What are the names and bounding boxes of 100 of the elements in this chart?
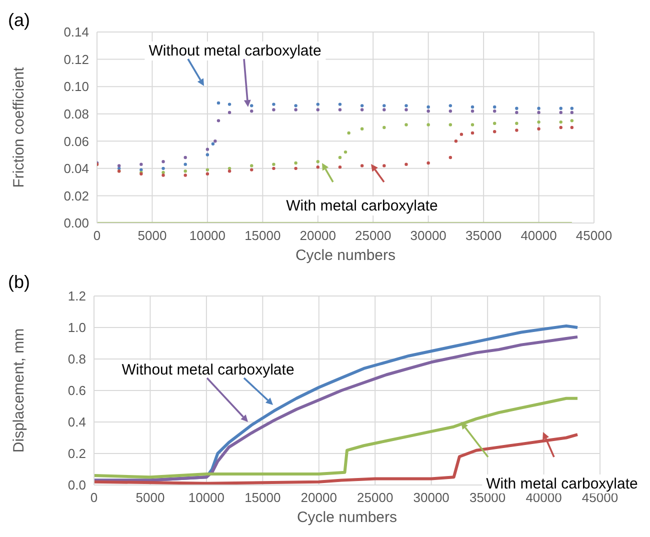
point [250,104,254,108]
point [515,122,518,126]
y-tick-label: 0.12 [64,52,89,67]
point [537,120,540,124]
chart-title: (b) [8,272,30,293]
point [470,110,474,113]
point [184,174,187,177]
point [470,105,474,109]
point [570,106,574,110]
point [162,174,165,177]
x-tick-label: 35000 [465,228,502,244]
point [294,166,298,170]
x-tick-label: 45000 [576,228,612,244]
x-tick-label: 15000 [244,228,281,244]
x-tick-label: 30000 [413,490,450,506]
x-tick-label: 40000 [520,228,557,244]
annotation: Without metal carboxylate [144,42,326,60]
x-tick-label: 10000 [188,490,225,506]
x-tick-label: 15000 [244,490,281,506]
point [272,162,276,166]
point [162,160,165,164]
point [140,168,143,172]
point [404,108,408,112]
point [294,108,298,112]
y-tick-label: 0.6 [68,383,86,398]
chart-title: (a) [8,10,30,31]
x-tick-label: 0 [93,228,101,244]
point [360,127,364,130]
point [559,110,562,114]
point [426,123,430,126]
point [448,110,452,113]
point [250,164,254,168]
point [493,110,496,113]
point [162,166,165,170]
point [184,170,187,173]
point [140,162,143,166]
point [250,168,254,172]
point [316,102,320,106]
point [316,108,320,112]
point [206,153,210,156]
x-tick-label: 30000 [410,228,446,244]
point [216,101,220,105]
point [426,110,430,113]
y-tick-label: 0.4 [68,414,86,430]
y-tick-label: 0.10 [64,79,89,94]
y-tick-label: 0.00 [64,216,89,231]
x-axis-title: Cycle numbers [294,247,397,264]
point [470,131,474,135]
point [272,102,276,106]
point [228,110,232,114]
point [570,110,574,114]
annotation: Without metal carboxylate [118,360,298,380]
x-tick-label: 5000 [136,490,165,506]
y-tick-label: 0.0 [68,478,86,493]
point [454,140,458,143]
line-series [94,396,580,479]
point [272,108,276,112]
y-tick-label: 0.2 [68,446,86,462]
point [382,164,386,168]
point [493,105,496,109]
y-tick-label: 0.08 [64,106,89,122]
point [250,110,254,113]
point [559,120,562,124]
y-axis-title: Friction coefficient [10,66,28,188]
annotation: With metal carboxylate [282,196,442,216]
y-tick-label: 0.06 [64,134,89,149]
point [338,156,342,160]
point [184,156,187,160]
x-tick-label: 25000 [357,490,394,506]
point [338,165,342,169]
annotation: With metal carboxylate [482,474,642,494]
point [206,172,210,176]
point [515,128,518,132]
y-axis-title: Displacement, mm [10,328,28,453]
point [470,123,474,126]
y-tick-label: 0.04 [64,161,89,176]
point [347,131,350,135]
point [316,160,320,164]
point [559,106,562,110]
point [382,108,386,112]
x-tick-label: 20000 [300,490,337,506]
x-axis-title: Cycle numbers [296,509,398,526]
y-tick-label: 0.02 [64,188,89,204]
point [515,106,518,110]
y-tick-label: 0.8 [68,352,86,367]
point [228,102,232,106]
point [404,123,408,126]
y-tick-label: 1.0 [68,320,86,336]
point [559,126,562,130]
point [338,108,342,112]
point [228,170,232,173]
point [448,123,452,126]
point [360,108,364,112]
point [570,126,574,130]
point [360,164,364,168]
point [570,119,574,122]
point [460,132,464,136]
point [537,127,540,130]
point [537,110,540,114]
point [184,162,187,166]
